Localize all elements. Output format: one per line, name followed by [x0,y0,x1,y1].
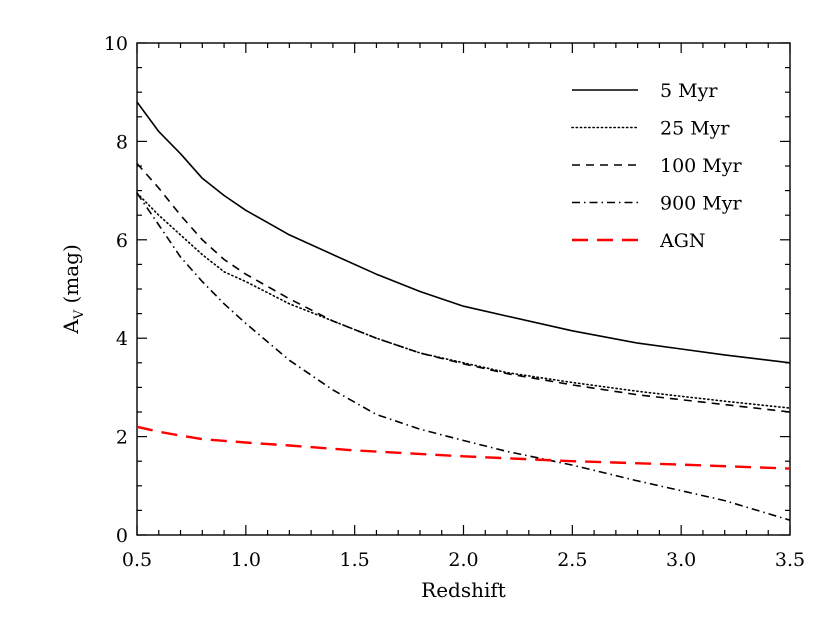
y-axis-label: AV (mag) [59,244,87,335]
x-tick-label: 1.5 [340,549,370,571]
y-tick-label: 4 [116,328,128,350]
x-tick-label: 1.0 [231,549,261,571]
series-line-1 [136,192,791,409]
legend-label-1: 25 Myr [660,118,730,140]
axis-ticks [136,42,791,536]
legend-label-4: AGN [659,230,706,252]
y-axis-label-main: A [59,319,83,335]
x-tick-label: 2.0 [448,549,478,571]
y-axis-label-subscript: V [72,309,87,320]
y-tick-label: 10 [104,33,128,55]
legend-label-2: 100 Myr [660,155,742,177]
y-tick-label: 6 [116,230,128,252]
y-tick-label: 2 [116,427,128,449]
legend-label-3: 900 Myr [660,193,742,215]
series-line-0 [136,101,791,364]
legend: 5 Myr 25 Myr 100 Myr 900 Myr AGN [571,80,742,252]
x-tick-label: 3.5 [775,549,805,571]
x-tick-label: 3.0 [666,549,696,571]
series-line-2 [136,162,791,413]
axis-tick-labels: 0.5 1.0 1.5 2.0 2.5 3.0 3.5 0 2 4 6 8 10 [104,33,805,571]
x-tick-label: 2.5 [557,549,587,571]
legend-label-0: 5 Myr [660,80,718,102]
y-tick-label: 8 [116,131,128,153]
y-axis-label-suffix: (mag) [59,244,83,310]
series-lines [136,101,791,521]
x-axis-label: Redshift [421,578,506,602]
y-tick-label: 0 [116,525,128,547]
series-line-4 [136,425,791,470]
x-tick-label: 0.5 [122,549,152,571]
series-line-3 [136,192,791,521]
